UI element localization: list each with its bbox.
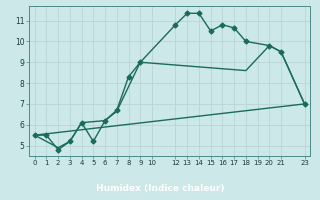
Text: Humidex (Indice chaleur): Humidex (Indice chaleur) (96, 184, 224, 193)
